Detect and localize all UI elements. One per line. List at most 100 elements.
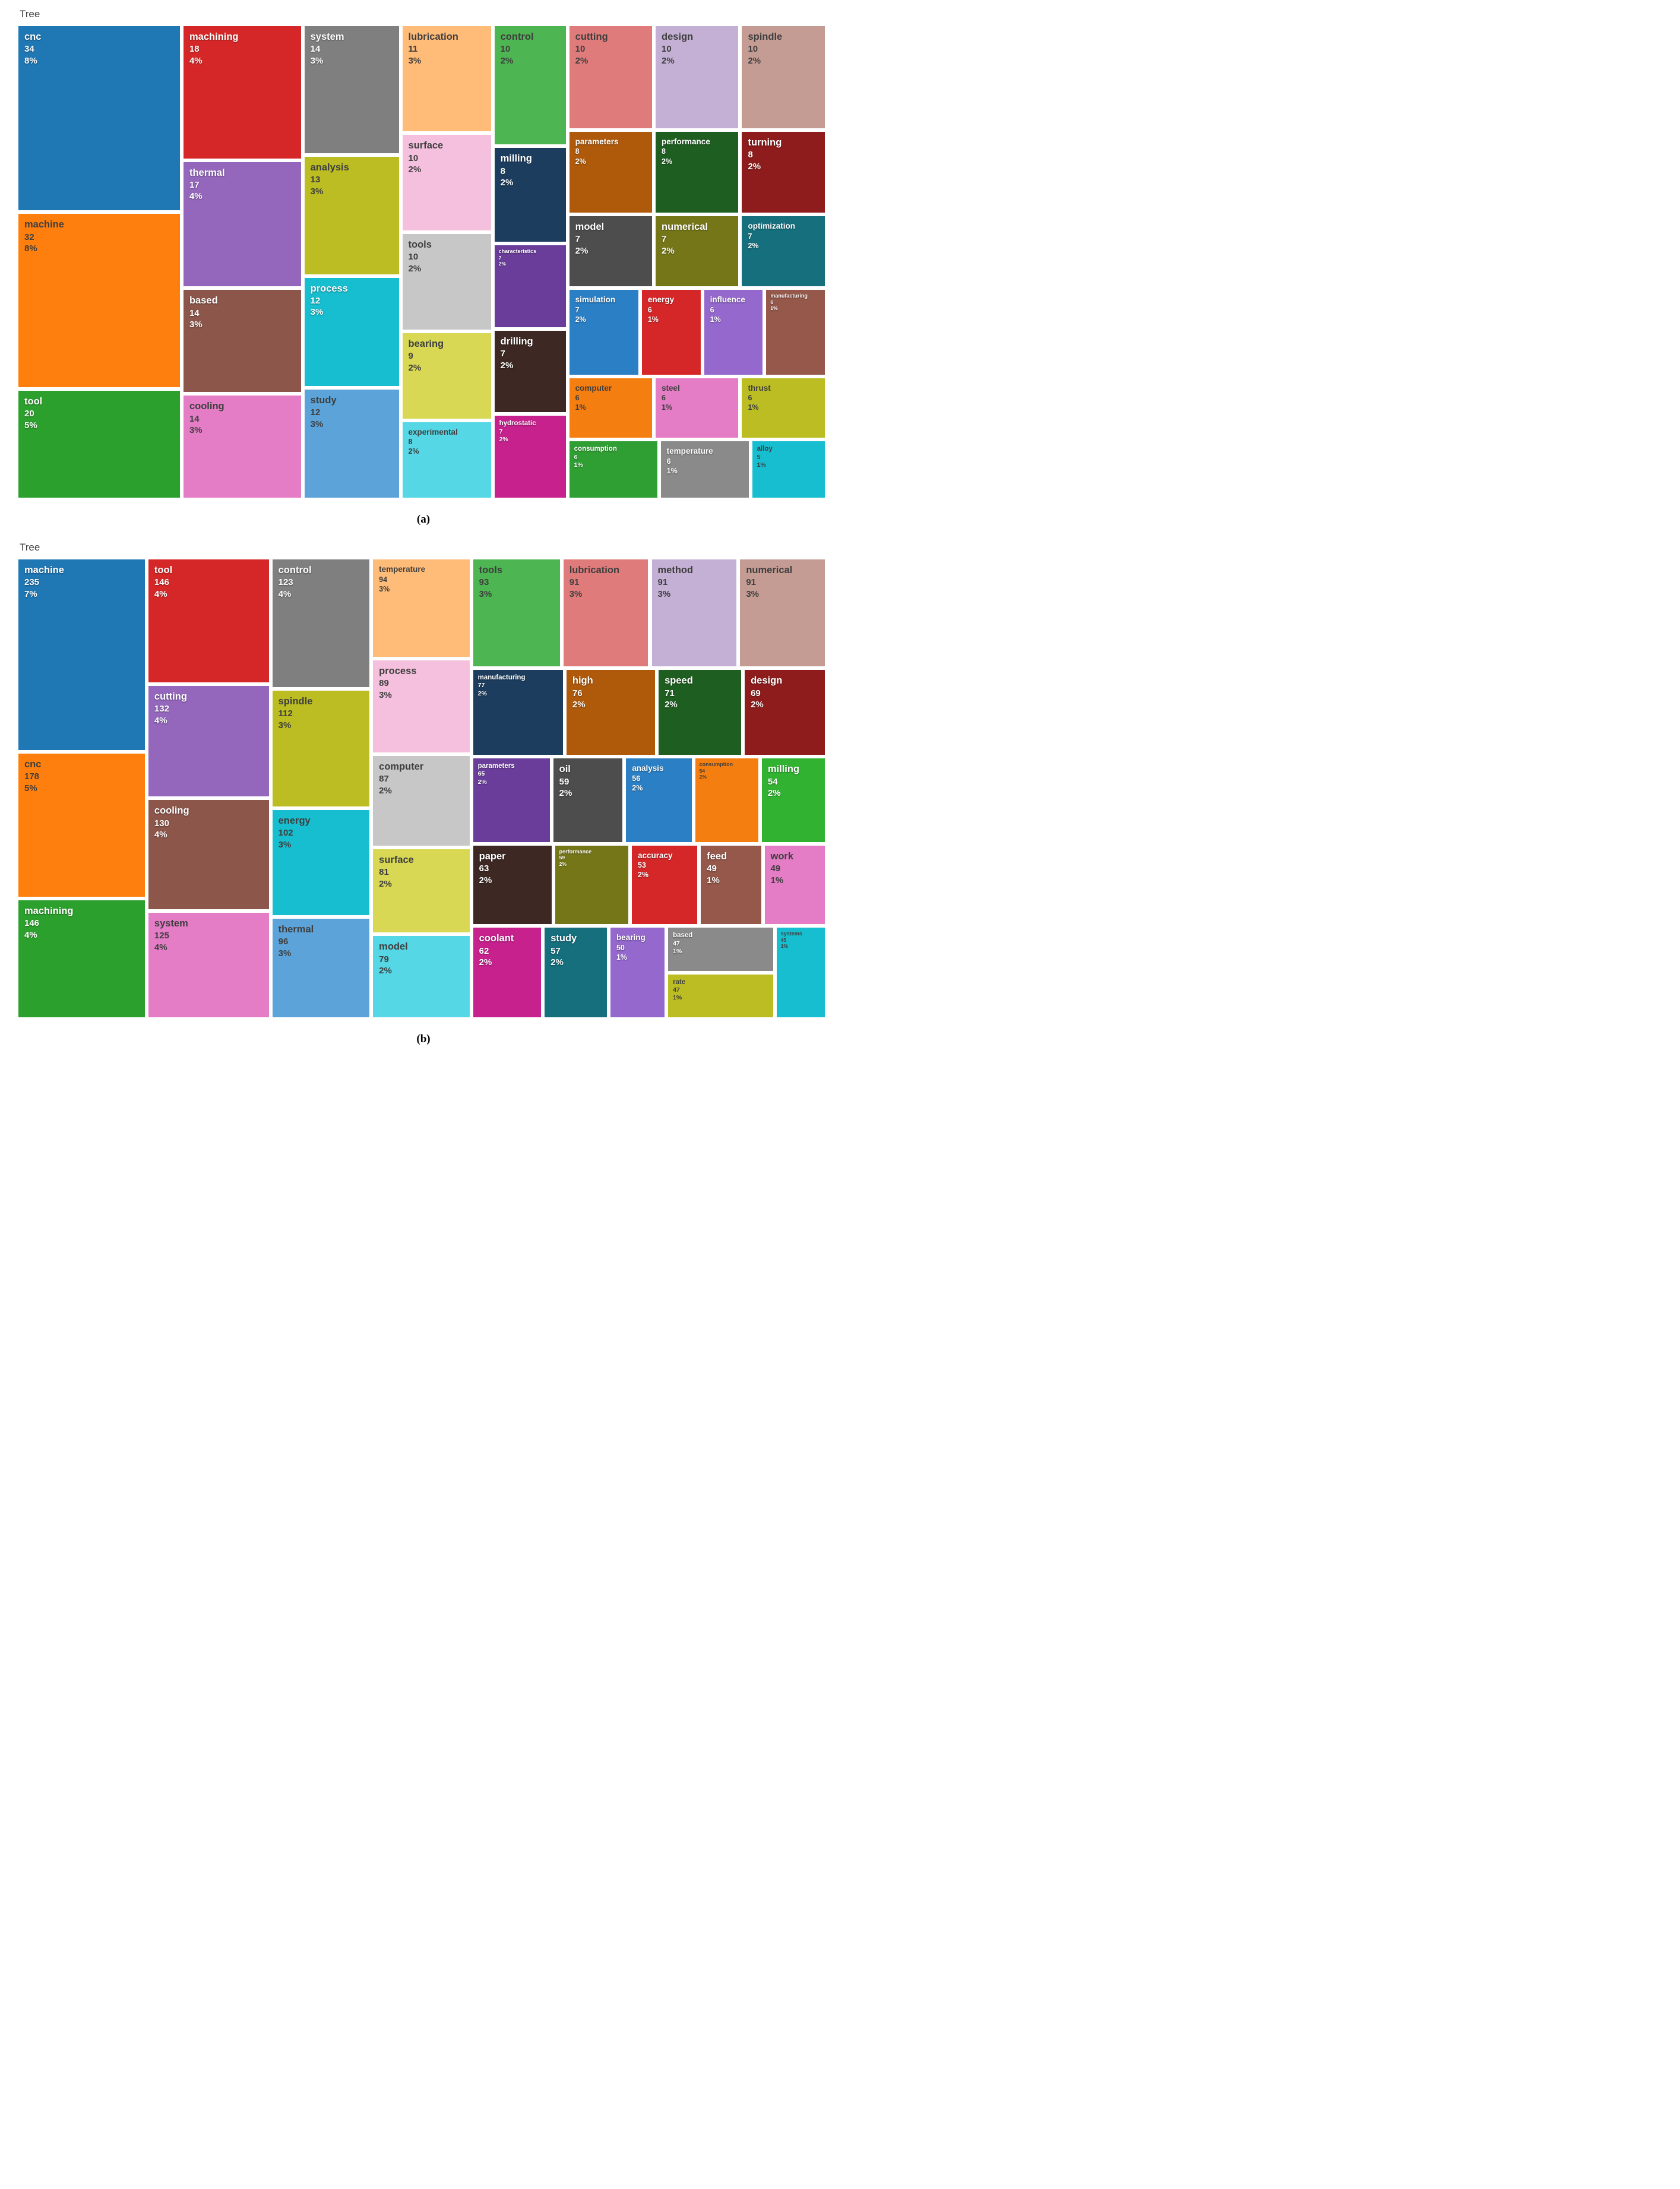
treemap-cell-tool[interactable]: tool 146 4% [148, 559, 269, 682]
treemap-cell-hydrostatic[interactable]: hydrostatic 7 2% [494, 416, 566, 498]
cell-value: 7 [575, 306, 580, 315]
treemap-cell-experimental[interactable]: experimental 8 2% [402, 422, 491, 498]
cell-value: 71 [665, 688, 675, 698]
treemap-cell-design[interactable]: design 10 2% [656, 26, 739, 128]
treemap-cell-optimization[interactable]: optimization 7 2% [742, 216, 825, 287]
treemap-b: machine 235 7% cnc 178 5% machining 146 4% tool 14… [18, 559, 828, 1021]
treemap-cell-alloy[interactable]: alloy 5 1% [752, 441, 825, 498]
treemap-cell-drilling[interactable]: drilling 7 2% [494, 330, 566, 413]
treemap-cell-numerical[interactable]: numerical 7 2% [656, 216, 739, 287]
treemap-cell-based[interactable]: based 47 1% [668, 928, 773, 971]
treemap-cell-consumption[interactable]: consumption 6 1% [569, 441, 657, 498]
treemap-cell-control[interactable]: control 123 4% [272, 559, 370, 687]
treemap-cell-lubrication[interactable]: lubrication 11 3% [402, 26, 491, 132]
treemap-cell-parameters[interactable]: parameters 65 2% [473, 758, 550, 842]
treemap-cell-machining[interactable]: machining 18 4% [183, 26, 301, 159]
cell-value: 57 [550, 945, 561, 956]
treemap-cell-system[interactable]: system 14 3% [304, 26, 399, 153]
treemap-cell-spindle[interactable]: spindle 10 2% [742, 26, 825, 128]
treemap-cell-performance[interactable]: performance 59 2% [555, 845, 628, 925]
treemap-cell-energy[interactable]: energy 102 3% [272, 809, 370, 915]
treemap-cell-manufacturing[interactable]: manufacturing 77 2% [473, 670, 563, 755]
treemap-cell-surface[interactable]: surface 81 2% [373, 849, 470, 933]
treemap-cell-control[interactable]: control 10 2% [494, 26, 566, 145]
treemap-cell-computer[interactable]: computer 6 1% [569, 378, 653, 438]
treemap-cell-process[interactable]: process 89 3% [373, 660, 470, 752]
treemap-cell-thermal[interactable]: thermal 17 4% [183, 162, 301, 287]
treemap-cell-temperature[interactable]: temperature 94 3% [373, 559, 470, 657]
treemap-cell-bearing[interactable]: bearing 50 1% [610, 928, 665, 1017]
cell-value: 6 [770, 299, 774, 306]
treemap-cell-study[interactable]: study 12 3% [304, 389, 399, 498]
treemap-cell-cutting[interactable]: cutting 10 2% [569, 26, 653, 128]
treemap-cell-method[interactable]: method 91 3% [651, 559, 737, 667]
treemap-cell-temperature[interactable]: temperature 6 1% [660, 441, 749, 498]
treemap-cell-cutting[interactable]: cutting 132 4% [148, 685, 269, 797]
treemap-cell-speed[interactable]: speed 71 2% [659, 670, 742, 755]
treemap-cell-tool[interactable]: tool 20 5% [18, 390, 180, 498]
treemap-cell-study[interactable]: study 57 2% [545, 928, 607, 1017]
treemap-cell-manufacturing[interactable]: manufacturing 6 1% [766, 290, 825, 375]
treemap-cell-cooling[interactable]: cooling 14 3% [183, 396, 301, 498]
treemap-cell-thrust[interactable]: thrust 6 1% [742, 378, 825, 438]
treemap-cell-tools[interactable]: tools 10 2% [402, 234, 491, 330]
treemap-cell-surface[interactable]: surface 10 2% [402, 135, 491, 230]
treemap-cell-parameters[interactable]: parameters 8 2% [569, 131, 653, 213]
cell-percent: 3% [408, 55, 422, 66]
treemap-cell-cooling[interactable]: cooling 130 4% [148, 800, 269, 909]
treemap-cell-design[interactable]: design 69 2% [745, 670, 825, 755]
treemap-cell-numerical[interactable]: numerical 91 3% [740, 559, 825, 667]
treemap-cell-oil[interactable]: oil 59 2% [553, 758, 623, 842]
treemap-cell-machine[interactable]: machine 32 8% [18, 214, 180, 387]
treemap-cell-characteristics[interactable]: characteristics 7 2% [494, 245, 566, 327]
treemap-cell-computer[interactable]: computer 87 2% [373, 755, 470, 846]
treemap-cell-steel[interactable]: steel 6 1% [656, 378, 739, 438]
cell-percent: 2% [408, 362, 422, 373]
treemap-cell-performance[interactable]: performance 8 2% [656, 131, 739, 213]
treemap-cell-systems[interactable]: systems 45 1% [776, 928, 825, 1017]
treemap-cell-spindle[interactable]: spindle 112 3% [272, 690, 370, 806]
treemap-cell-bearing[interactable]: bearing 9 2% [402, 333, 491, 419]
treemap-cell-consumption[interactable]: consumption 54 2% [695, 758, 758, 842]
treemap-cell-model[interactable]: model 7 2% [569, 216, 653, 287]
treemap-cell-work[interactable]: work 49 1% [764, 845, 825, 925]
treemap-cell-tools[interactable]: tools 93 3% [473, 559, 560, 667]
cell-percent: 4% [154, 942, 167, 953]
treemap-cell-based[interactable]: based 14 3% [183, 290, 301, 393]
cell-label: consumption [574, 445, 617, 453]
treemap-panel-b: Tree machine 235 7% cnc 178 5% machining 146 4% t… [18, 542, 828, 1046]
treemap-cell-high[interactable]: high 76 2% [566, 670, 656, 755]
cell-percent: 4% [24, 929, 37, 940]
treemap-cell-simulation[interactable]: simulation 7 2% [569, 290, 638, 375]
treemap-cell-coolant[interactable]: coolant 62 2% [473, 928, 542, 1017]
treemap-cell-paper[interactable]: paper 63 2% [473, 845, 552, 925]
cell-percent: 1% [710, 315, 721, 324]
cell-label: process [379, 665, 417, 676]
treemap-cell-process[interactable]: process 12 3% [304, 277, 399, 386]
treemap-cell-analysis[interactable]: analysis 56 2% [626, 758, 692, 842]
cell-label: machine [24, 219, 64, 230]
cell-value: 59 [559, 776, 570, 787]
treemap-cell-model[interactable]: model 79 2% [373, 936, 470, 1017]
cell-value: 93 [479, 577, 489, 588]
treemap-cell-milling[interactable]: milling 8 2% [494, 148, 566, 242]
cell-label: temperature [379, 565, 426, 574]
treemap-cell-analysis[interactable]: analysis 13 3% [304, 156, 399, 274]
treemap-cell-system[interactable]: system 125 4% [148, 912, 269, 1017]
treemap-cell-influence[interactable]: influence 6 1% [704, 290, 763, 375]
cell-percent: 4% [189, 191, 203, 202]
treemap-cell-cnc[interactable]: cnc 178 5% [18, 753, 145, 897]
treemap-cell-machining[interactable]: machining 146 4% [18, 900, 145, 1017]
treemap-cell-milling[interactable]: milling 54 2% [761, 758, 825, 842]
treemap-cell-thermal[interactable]: thermal 96 3% [272, 918, 370, 1017]
treemap-cell-turning[interactable]: turning 8 2% [742, 131, 825, 213]
cell-value: 14 [310, 44, 321, 55]
treemap-cell-feed[interactable]: feed 49 1% [701, 845, 761, 925]
treemap-cell-lubrication[interactable]: lubrication 91 3% [563, 559, 648, 667]
treemap-cell-cnc[interactable]: cnc 34 8% [18, 26, 180, 211]
treemap-cell-rate[interactable]: rate 47 1% [668, 974, 773, 1017]
treemap-cell-energy[interactable]: energy 6 1% [641, 290, 701, 375]
treemap-cell-machine[interactable]: machine 235 7% [18, 559, 145, 750]
cell-label: feed [707, 850, 727, 862]
treemap-cell-accuracy[interactable]: accuracy 53 2% [631, 845, 698, 925]
